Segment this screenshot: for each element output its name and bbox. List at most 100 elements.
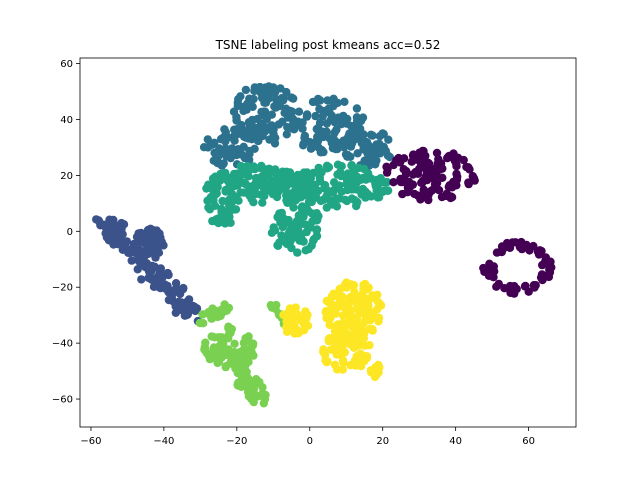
scatter-point bbox=[272, 192, 282, 202]
scatter-point bbox=[347, 139, 357, 148]
scatter-point bbox=[443, 153, 452, 163]
scatter-point bbox=[217, 161, 227, 170]
scatter-point bbox=[353, 149, 362, 158]
scatter-point bbox=[510, 282, 519, 291]
plot-frame bbox=[79, 57, 577, 428]
scatter-point bbox=[432, 163, 441, 172]
scatter-point bbox=[277, 94, 286, 103]
scatter-point bbox=[423, 169, 433, 178]
scatter-point bbox=[324, 334, 334, 344]
scatter-point bbox=[260, 98, 269, 107]
scatter-point bbox=[374, 188, 384, 198]
scatter-point bbox=[339, 358, 348, 367]
scatter-point bbox=[213, 307, 222, 317]
scatter-point bbox=[384, 135, 393, 144]
scatter-point bbox=[302, 112, 312, 121]
scatter-point bbox=[268, 178, 277, 188]
scatter-point bbox=[320, 184, 329, 193]
scatter-point bbox=[385, 152, 394, 162]
scatter-point bbox=[356, 126, 365, 136]
scatter-point bbox=[289, 203, 298, 212]
scatter-point bbox=[326, 300, 336, 309]
scatter-point bbox=[430, 180, 440, 189]
scatter-point bbox=[338, 311, 348, 320]
scatter-point bbox=[126, 247, 135, 256]
scatter-point bbox=[250, 189, 260, 199]
scatter-point bbox=[235, 355, 244, 365]
scatter-point bbox=[368, 131, 377, 140]
scatter-point bbox=[317, 146, 327, 155]
scatter-point bbox=[352, 201, 361, 211]
scatter-point bbox=[248, 182, 257, 191]
scatter-point bbox=[382, 177, 392, 187]
scatter-point bbox=[199, 143, 209, 152]
scatter-point bbox=[249, 382, 258, 391]
scatter-point bbox=[285, 304, 295, 313]
scatter-point bbox=[265, 186, 274, 195]
scatter-point bbox=[365, 341, 374, 350]
y-axis: −60 −40 −20 0 20 40 60 bbox=[52, 59, 80, 406]
scatter-point bbox=[403, 188, 412, 197]
scatter-point bbox=[292, 325, 302, 335]
scatter-point bbox=[207, 314, 216, 323]
scatter-point bbox=[325, 320, 334, 330]
scatter-point bbox=[265, 164, 274, 173]
scatter-point bbox=[260, 107, 269, 116]
scatter-point bbox=[242, 367, 251, 377]
scatter-point bbox=[214, 152, 223, 161]
scatter-point bbox=[230, 339, 239, 348]
x-tick-label: 20 bbox=[376, 436, 389, 447]
y-tick-label: 40 bbox=[60, 115, 73, 126]
scatter-point bbox=[306, 191, 316, 200]
scatter-point bbox=[247, 394, 256, 404]
scatter-point bbox=[150, 262, 159, 271]
scatter-point bbox=[151, 277, 160, 286]
scatter-point bbox=[372, 140, 381, 149]
scatter-point bbox=[288, 124, 298, 133]
scatter-point bbox=[338, 345, 347, 354]
scatter-point bbox=[295, 173, 304, 182]
x-axis: −60 −40 −20 0 20 40 60 bbox=[80, 427, 535, 447]
scatter-point bbox=[204, 180, 213, 189]
scatter-point bbox=[362, 352, 372, 361]
scatter-point bbox=[171, 308, 180, 317]
scatter-point bbox=[331, 309, 340, 318]
scatter-point bbox=[227, 324, 236, 334]
scatter-point bbox=[281, 104, 291, 113]
scatter-point bbox=[154, 241, 164, 251]
scatter-point bbox=[270, 102, 279, 111]
scatter-point bbox=[233, 368, 242, 378]
scatter-point bbox=[127, 256, 136, 265]
scatter-point bbox=[320, 350, 330, 360]
scatter-point bbox=[133, 265, 142, 274]
scatter-point bbox=[347, 161, 356, 170]
scatter-point bbox=[294, 107, 304, 116]
scatter-point bbox=[207, 332, 216, 341]
scatter-point bbox=[308, 209, 317, 218]
scatter-point bbox=[156, 233, 165, 242]
scatter-point bbox=[350, 329, 360, 338]
scatter-point bbox=[327, 96, 337, 105]
scatter-point bbox=[257, 161, 266, 171]
scatter-point bbox=[164, 295, 174, 305]
scatter-point bbox=[245, 146, 254, 156]
scatter-point bbox=[285, 236, 295, 245]
scatter-point bbox=[273, 241, 282, 250]
scatter-point bbox=[286, 229, 296, 238]
scatter-point bbox=[256, 119, 266, 129]
scatter-point bbox=[169, 287, 178, 296]
scatter-point bbox=[374, 180, 383, 189]
scatter-point bbox=[342, 119, 351, 128]
scatter-point bbox=[541, 253, 550, 262]
scatter-point bbox=[244, 100, 253, 109]
scatter-point bbox=[407, 157, 416, 166]
scatter-point bbox=[329, 136, 339, 146]
scatter-point bbox=[321, 307, 331, 316]
scatter-point bbox=[218, 196, 227, 206]
x-tick-label: −60 bbox=[80, 436, 101, 447]
scatter-point bbox=[358, 184, 368, 194]
x-tick-label: 0 bbox=[307, 436, 313, 447]
scatter-point bbox=[375, 301, 385, 310]
scatter-point bbox=[542, 271, 551, 281]
scatter-point bbox=[330, 342, 339, 351]
